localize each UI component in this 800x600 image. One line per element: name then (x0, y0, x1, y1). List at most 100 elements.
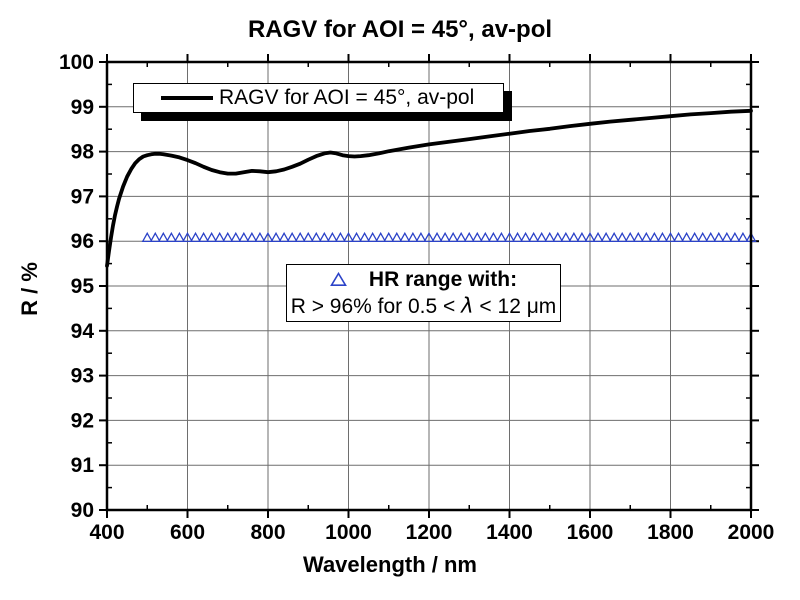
x-axis-label: Wavelength / nm (303, 552, 477, 577)
y-axis-label: R / % (17, 262, 42, 316)
open-triangle-marker-icon (329, 272, 347, 287)
hr-range-marker (439, 231, 451, 243)
hr-range-marker (528, 231, 540, 243)
hr-range-marker (608, 231, 620, 243)
hr-range-marker (721, 231, 733, 243)
hr-range-marker (519, 231, 532, 243)
legend-label: RAGV for AOI = 45°, av-pol (219, 86, 475, 109)
hr-range-marker (254, 231, 266, 243)
hr-range-marker (431, 231, 443, 243)
legend-box: RAGV for AOI = 45°, av-pol (133, 83, 504, 113)
hr-range-marker (246, 231, 258, 243)
y-tick-label: 90 (71, 499, 94, 522)
hr-range-marker (447, 231, 459, 243)
hr-range-marker (375, 231, 387, 243)
hr-range-marker (278, 231, 290, 243)
chart-title: RAGV for AOI = 45°, av-pol (247, 16, 553, 43)
hr-range-marker (415, 231, 427, 243)
hr-range-marker (238, 231, 250, 243)
hr-range-marker (576, 231, 588, 243)
lambda-symbol: λ (461, 293, 474, 318)
y-tick-label: 98 (71, 141, 95, 164)
hr-range-marker (552, 231, 564, 243)
hr-range-marker (600, 231, 612, 243)
hr-range-marker (705, 231, 717, 243)
x-tick-label: 1800 (647, 521, 694, 544)
hr-range-marker (664, 231, 677, 243)
hr-range-marker (495, 231, 508, 243)
hr-range-marker (310, 231, 322, 243)
x-tick-label: 1000 (325, 521, 372, 544)
hr-range-marker (350, 231, 363, 243)
hr-range-marker (423, 231, 435, 243)
x-tick-label: 400 (89, 521, 124, 544)
y-tick-label: 96 (71, 230, 94, 253)
hr-range-annotation: HR range with: R > 96% for 0.5 < λ < 12 … (286, 264, 561, 322)
hr-range-marker (206, 231, 218, 243)
hr-range-marker (294, 231, 306, 243)
hr-range-marker (270, 231, 282, 243)
hr-range-marker (383, 231, 395, 243)
y-tick-label: 92 (71, 409, 94, 432)
hr-range-marker (697, 231, 709, 243)
hr-range-marker (672, 231, 685, 243)
hr-range-marker (141, 231, 153, 243)
hr-range-marker (181, 231, 194, 243)
hr-range-marker (173, 231, 186, 243)
x-tick-label: 1200 (406, 521, 453, 544)
hr-range-marker (222, 231, 234, 243)
hr-range-marker (157, 231, 169, 243)
y-tick-label: 94 (71, 320, 95, 343)
hr-range-marker (197, 231, 210, 243)
y-tick-label: 99 (71, 96, 94, 119)
hr-range-marker (729, 231, 741, 243)
x-tick-label: 800 (250, 521, 285, 544)
hr-range-marker (536, 231, 548, 243)
hr-range-marker (503, 231, 516, 243)
y-tick-label: 100 (59, 51, 94, 74)
hr-range-marker (511, 231, 524, 243)
hr-range-marker (463, 231, 475, 243)
hr-range-marker (713, 231, 725, 243)
hr-range-marker (632, 231, 644, 243)
reflectance-curve (105, 108, 753, 268)
hr-range-marker (455, 231, 467, 243)
hr-range-marker (616, 231, 628, 243)
hr-range-marker (149, 231, 161, 243)
hr-range-marker (399, 231, 411, 243)
hr-range-marker (640, 231, 652, 243)
hr-range-marker (544, 231, 556, 243)
hr-range-annotation-title-row: HR range with: (287, 267, 560, 293)
x-tick-label: 1400 (486, 521, 533, 544)
hr-range-marker (487, 231, 500, 243)
hr-range-marker (648, 231, 661, 243)
legend-line-sample (161, 96, 213, 100)
hr-range-marker (624, 231, 636, 243)
hr-range-marker (689, 231, 701, 243)
hr-range-marker (286, 231, 298, 243)
hr-range-marker (318, 231, 330, 243)
y-tick-label: 95 (71, 275, 95, 298)
hr-range-condition-text: R > 96% for 0.5 < (290, 294, 462, 318)
hr-range-marker (737, 231, 749, 243)
hr-range-condition: R > 96% for 0.5 < λ < 12 μm (287, 293, 560, 320)
x-tick-label: 2000 (728, 521, 775, 544)
y-tick-label: 93 (71, 365, 94, 388)
hr-range-marker (302, 231, 314, 243)
y-tick-label: 91 (71, 454, 95, 477)
hr-range-marker (584, 231, 596, 243)
hr-range-marker (230, 231, 242, 243)
x-tick-label: 1600 (567, 521, 614, 544)
hr-range-marker (262, 231, 274, 243)
hr-range-marker (367, 231, 379, 243)
hr-range-marker (471, 231, 483, 243)
hr-range-marker (165, 231, 178, 243)
hr-range-marker (407, 231, 419, 243)
hr-range-marker (189, 231, 202, 243)
y-tick-label: 97 (71, 185, 94, 208)
hr-range-condition-unit: < 12 μm (473, 294, 557, 318)
hr-range-marker (568, 231, 580, 243)
hr-range-marker (342, 231, 355, 243)
